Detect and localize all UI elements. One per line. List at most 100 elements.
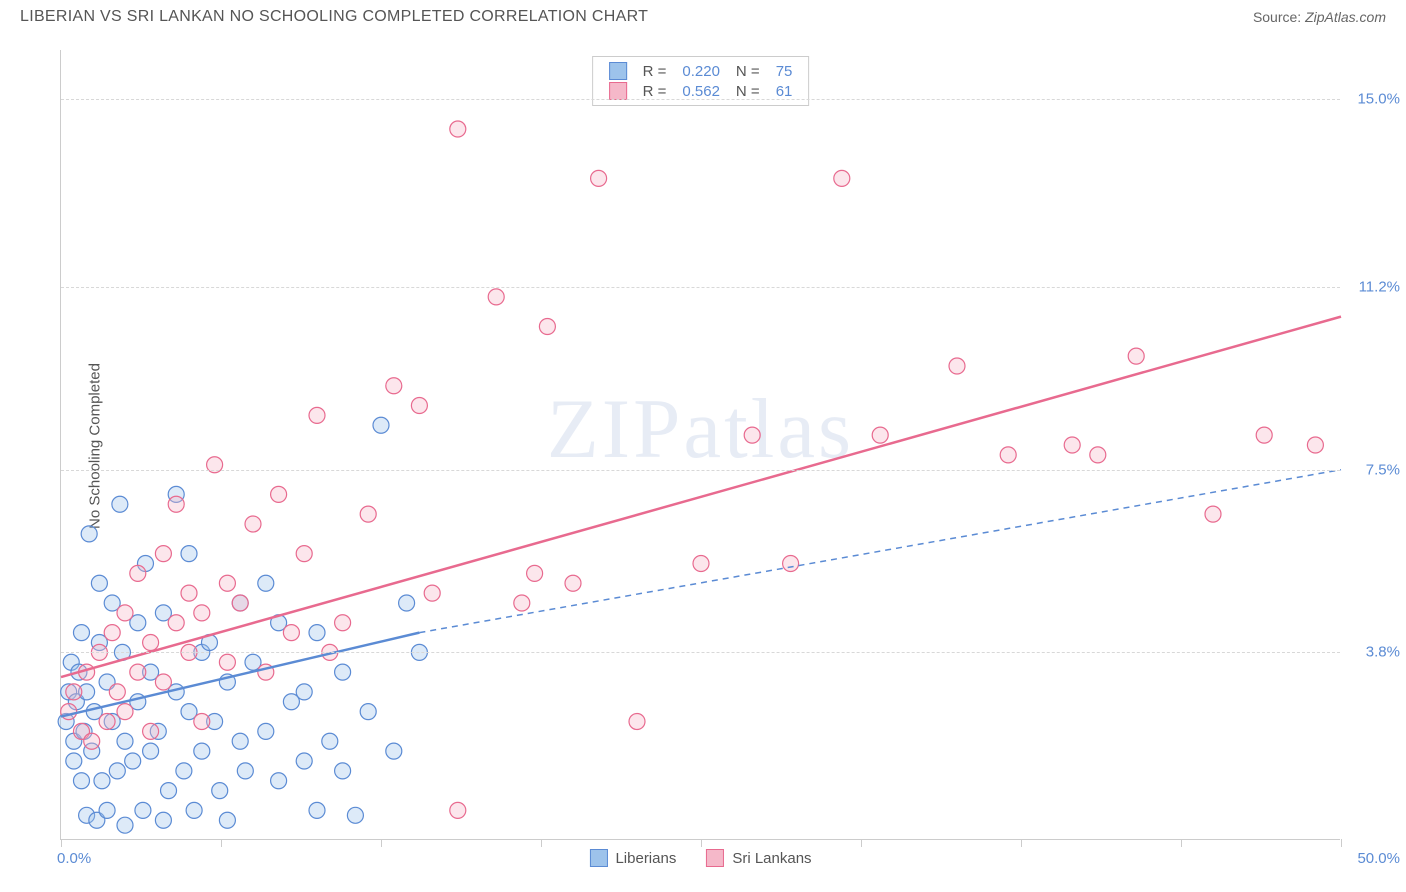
legend-item-liberians: Liberians (589, 849, 676, 867)
y-tick-label: 7.5% (1366, 461, 1400, 478)
legend-swatch-srilankans (609, 82, 627, 100)
data-point (186, 802, 202, 818)
data-point (168, 615, 184, 631)
source-value: ZipAtlas.com (1305, 9, 1386, 25)
data-point (155, 546, 171, 562)
data-point (112, 496, 128, 512)
chart-source: Source: ZipAtlas.com (1253, 9, 1386, 25)
gridline (61, 470, 1340, 471)
data-point (1205, 506, 1221, 522)
data-point (194, 605, 210, 621)
data-point (360, 506, 376, 522)
data-point (335, 763, 351, 779)
legend-label-liberians: Liberians (615, 850, 676, 867)
n-value-srilankans: 61 (768, 81, 801, 101)
data-point (309, 802, 325, 818)
data-point (514, 595, 530, 611)
data-point (360, 704, 376, 720)
data-point (143, 743, 159, 759)
gridline (61, 287, 1340, 288)
data-point (783, 556, 799, 572)
x-tick (1021, 839, 1022, 847)
data-point (155, 812, 171, 828)
data-point (309, 407, 325, 423)
x-tick (1341, 839, 1342, 847)
data-point (94, 773, 110, 789)
r-value-liberians: 0.220 (674, 61, 728, 81)
data-point (834, 170, 850, 186)
r-value-srilankans: 0.562 (674, 81, 728, 101)
y-tick-label: 11.2% (1359, 279, 1400, 296)
data-point (1128, 348, 1144, 364)
data-point (181, 585, 197, 601)
data-point (109, 763, 125, 779)
legend-swatch-srilankans-bottom (706, 849, 724, 867)
x-tick (1181, 839, 1182, 847)
x-tick (861, 839, 862, 847)
x-axis-end-label: 50.0% (1357, 850, 1400, 867)
data-point (194, 714, 210, 730)
data-point (693, 556, 709, 572)
chart-title: LIBERIAN VS SRI LANKAN NO SCHOOLING COMP… (20, 8, 648, 26)
data-point (181, 546, 197, 562)
x-tick (381, 839, 382, 847)
x-tick (61, 839, 62, 847)
x-axis-start-label: 0.0% (57, 850, 91, 867)
data-point (232, 733, 248, 749)
data-point (450, 802, 466, 818)
x-tick (701, 839, 702, 847)
n-value-liberians: 75 (768, 61, 801, 81)
data-point (84, 733, 100, 749)
data-point (109, 684, 125, 700)
x-tick (221, 839, 222, 847)
data-point (488, 289, 504, 305)
data-point (245, 516, 261, 532)
data-point (219, 654, 235, 670)
data-point (744, 427, 760, 443)
legend-swatch-liberians (609, 62, 627, 80)
data-point (539, 319, 555, 335)
data-point (117, 605, 133, 621)
data-point (66, 753, 82, 769)
data-point (1256, 427, 1272, 443)
data-point (117, 704, 133, 720)
x-tick (541, 839, 542, 847)
chart-plot-area: ZIPatlas R =0.220 N =75 R =0.562 N =61 L… (60, 50, 1340, 840)
gridline (61, 652, 1340, 653)
data-point (66, 684, 82, 700)
legend-series: Liberians Sri Lankans (589, 849, 811, 867)
data-point (143, 635, 159, 651)
data-point (296, 753, 312, 769)
legend-row-srilankans: R =0.562 N =61 (601, 81, 801, 101)
data-point (219, 812, 235, 828)
data-point (73, 773, 89, 789)
source-label: Source: (1253, 9, 1301, 25)
data-point (322, 733, 338, 749)
data-point (104, 625, 120, 641)
data-point (335, 615, 351, 631)
data-point (565, 575, 581, 591)
data-point (296, 546, 312, 562)
data-point (386, 378, 402, 394)
data-point (155, 674, 171, 690)
data-point (176, 763, 192, 779)
data-point (335, 664, 351, 680)
data-point (237, 763, 253, 779)
data-point (194, 743, 210, 759)
gridline (61, 99, 1340, 100)
data-point (373, 417, 389, 433)
data-point (527, 565, 543, 581)
data-point (212, 783, 228, 799)
data-point (629, 714, 645, 730)
legend-item-srilankans: Sri Lankans (706, 849, 811, 867)
data-point (125, 753, 141, 769)
data-point (271, 773, 287, 789)
data-point (258, 723, 274, 739)
data-point (399, 595, 415, 611)
data-point (161, 783, 177, 799)
data-point (283, 625, 299, 641)
legend-swatch-liberians-bottom (589, 849, 607, 867)
y-tick-label: 3.8% (1366, 644, 1400, 661)
data-point (130, 565, 146, 581)
data-point (386, 743, 402, 759)
